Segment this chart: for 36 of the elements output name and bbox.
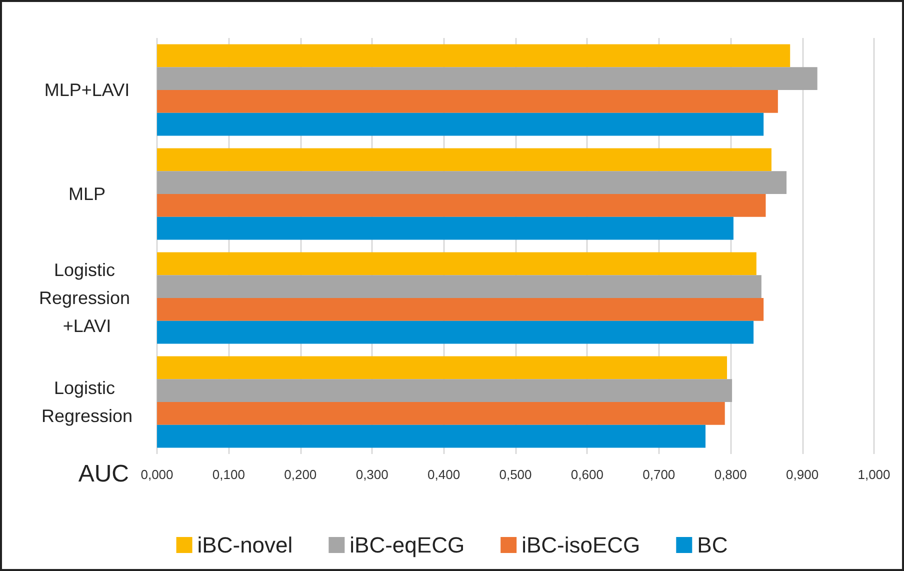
x-tick-label: 0,000: [140, 467, 174, 482]
bar: [157, 148, 772, 172]
legend-label: BC: [697, 532, 728, 558]
x-tick-label: 0,600: [570, 467, 604, 482]
x-tick-label: 0,200: [284, 467, 317, 482]
bar: [157, 67, 818, 90]
y-tick-label: MLP: [68, 184, 106, 204]
legend-label: iBC-eqECG: [350, 532, 465, 558]
x-axis-title: AUC: [78, 460, 129, 488]
legend-label: iBC-novel: [197, 532, 293, 558]
bar: [157, 320, 754, 344]
x-tick-label: 0,500: [499, 467, 532, 482]
bar: [157, 216, 734, 240]
x-tick-label: 0,700: [642, 467, 676, 482]
x-tick-label: 0,400: [428, 467, 460, 482]
y-tick-label: Logistic Regression: [41, 378, 133, 426]
bar: [157, 356, 728, 380]
x-tick-label: 1,000: [858, 467, 890, 482]
bar: [157, 424, 706, 448]
bar: [157, 402, 725, 425]
bar: [157, 298, 764, 321]
bar: [157, 275, 762, 298]
x-tick-label: 0,100: [212, 467, 245, 482]
bar: [157, 171, 787, 194]
bar: [157, 90, 778, 113]
x-tick-label: 0,800: [714, 467, 747, 482]
bar: [157, 379, 732, 402]
x-tick-label: 0,300: [356, 467, 388, 482]
bar: [157, 44, 790, 68]
bar: [157, 194, 766, 217]
y-tick-label: Logistic Regression +LAVI: [38, 260, 136, 336]
legend-label: iBC-isoECG: [522, 532, 640, 558]
bar: [157, 252, 756, 276]
bar: [157, 112, 764, 136]
y-tick-label: MLP+LAVI: [44, 80, 130, 100]
x-tick-label: 0,900: [786, 467, 819, 482]
